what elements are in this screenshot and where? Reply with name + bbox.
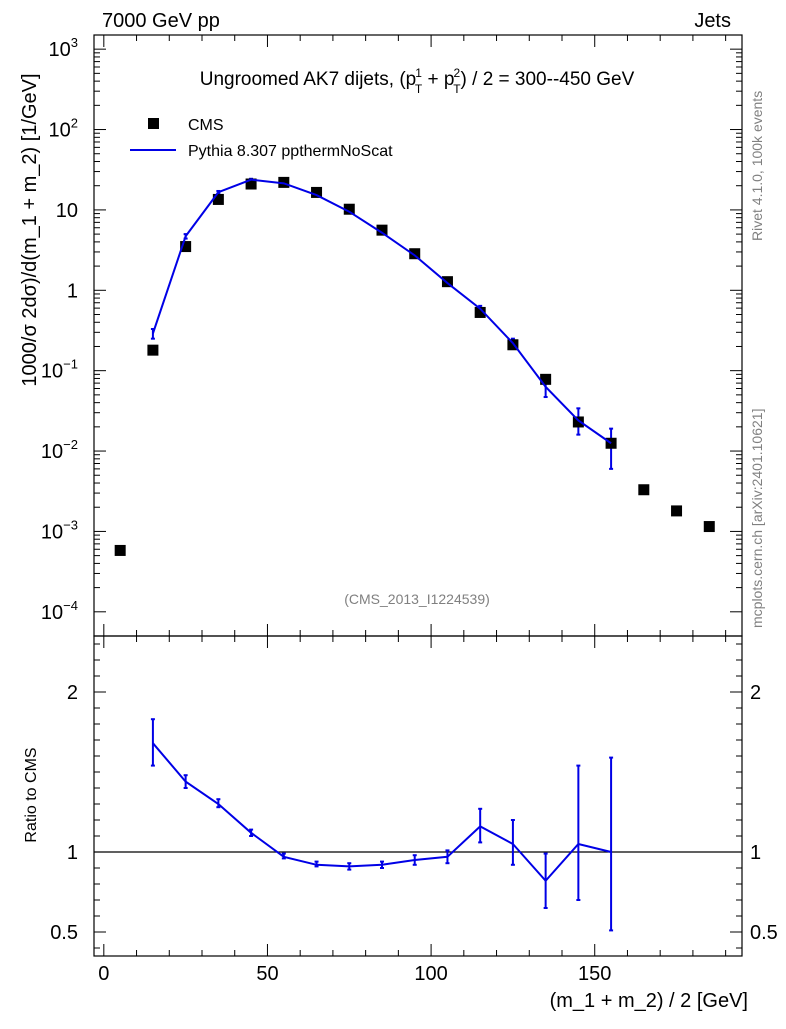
legend-cms-marker	[148, 118, 159, 129]
y-tick-mantissa: 10	[41, 602, 63, 624]
y-tick-exponent: 2	[71, 116, 78, 131]
y-tick-label: 103	[49, 35, 78, 61]
x-axis: 0 50 100 150	[98, 35, 727, 985]
y-tick-exponent: −3	[63, 517, 78, 532]
y-tick-mantissa: 10	[41, 521, 63, 543]
cms-data-point	[638, 484, 650, 496]
y-tick-exponent: −1	[63, 357, 78, 372]
cms-data-point	[180, 241, 192, 253]
cms-data-point	[245, 178, 257, 190]
ratio-y-tick-label-left: 1	[67, 842, 78, 864]
main-title: Ungroomed AK7 dijets, (p1 T + p2 T) / 2 = …	[200, 66, 635, 96]
y-tick-label: 10−4	[41, 598, 78, 624]
cms-data-point	[474, 306, 486, 318]
legend-cms-label: CMS	[188, 117, 224, 134]
x-tick-label: 50	[256, 963, 278, 985]
ratio-y-tick-label-left: 2	[67, 682, 78, 704]
ratio-plot-frame	[93, 635, 743, 957]
y-tick-mantissa: 10	[56, 200, 78, 222]
y-tick-mantissa: 10	[41, 361, 63, 383]
y-tick-label: 1	[67, 280, 78, 302]
cms-data-point	[703, 521, 715, 533]
cms-data-point	[671, 505, 683, 517]
cms-data-point	[311, 186, 323, 198]
cms-data-point	[343, 203, 355, 215]
ratio-plot-panel: Ratio to CMS 0.5 0.5 1 1 2 2	[23, 635, 778, 957]
legend-mc-label: Pythia 8.307 ppthermNoScat	[188, 143, 393, 160]
header-right: Jets	[694, 10, 731, 32]
ratio-y-tick-label-left: 0.5	[50, 922, 78, 944]
y-tick-exponent: −2	[63, 437, 78, 452]
y-tick-exponent: 3	[71, 35, 78, 50]
cms-data-point	[540, 373, 552, 385]
legend: CMS Pythia 8.307 ppthermNoScat	[130, 117, 393, 160]
x-tick-label: 0	[98, 963, 109, 985]
y-tick-mantissa: 1	[67, 280, 78, 302]
ratio-y-tick-label-right: 0.5	[750, 922, 778, 944]
cms-data-point	[147, 344, 159, 356]
mc-series-line	[151, 178, 612, 445]
y-tick-label: 10−1	[41, 357, 78, 383]
ratio-y-tick-label-right: 1	[750, 842, 761, 864]
cms-data-point	[572, 416, 584, 428]
side-label-rivet: Rivet 4.1.0, 100k events	[749, 91, 765, 241]
main-data-marks	[114, 176, 715, 556]
ratio-y-axis: 0.5 0.5 1 1 2 2	[50, 643, 778, 949]
main-plot-panel: (CMS_2013_I1224539) Ungroomed AK7 dijets…	[19, 34, 743, 637]
y-tick-exponent: −4	[63, 598, 78, 613]
y-tick-label: 10	[56, 200, 78, 222]
ratio-ylabel: Ratio to CMS	[23, 747, 40, 842]
cms-data-point	[212, 193, 224, 205]
cms-data-point	[441, 276, 453, 288]
y-tick-mantissa: 10	[49, 39, 71, 61]
cms-data-point	[114, 544, 126, 556]
y-tick-label: 10−3	[41, 517, 78, 543]
ratio-y-tick-label-right: 2	[750, 682, 761, 704]
ratio-data-marks	[94, 718, 742, 932]
x-tick-label: 150	[578, 963, 611, 985]
main-watermark: (CMS_2013_I1224539)	[344, 591, 490, 607]
cms-data-point	[376, 224, 388, 236]
side-label-mcplots: mcplots.cern.ch [arXiv:2401.10621]	[749, 409, 765, 628]
header-left: 7000 GeV pp	[102, 10, 220, 32]
main-ylabel: 1000/σ 2dσ)/d(m_1 + m_2) [1/GeV]	[19, 73, 41, 386]
cms-data-point	[409, 248, 421, 260]
y-tick-mantissa: 10	[41, 441, 63, 463]
y-tick-label: 10−2	[41, 437, 78, 463]
ratio-series-line	[152, 742, 612, 883]
x-tick-label: 100	[414, 963, 447, 985]
y-tick-mantissa: 10	[49, 120, 71, 142]
x-axis-label: (m_1 + m_2) / 2 [GeV]	[550, 990, 748, 1012]
y-tick-label: 102	[49, 116, 78, 142]
